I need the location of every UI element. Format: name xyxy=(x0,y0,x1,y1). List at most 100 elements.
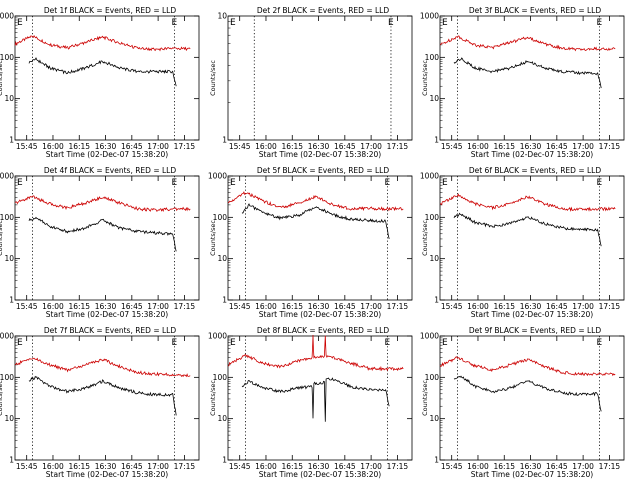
x-tick-label: 17:00 xyxy=(360,142,382,151)
event-marker-e: E xyxy=(384,178,390,188)
y-tick-label: 10 xyxy=(4,254,14,263)
event-marker-e: E xyxy=(171,338,177,348)
y-axis-label: Counts/sec xyxy=(0,60,4,96)
y-tick-label: 10 xyxy=(429,94,439,103)
events-series-line xyxy=(453,375,602,412)
plot-frame xyxy=(14,175,200,301)
event-marker-e: E xyxy=(230,338,236,348)
x-tick-label: 17:15 xyxy=(174,142,196,151)
lld-series-line xyxy=(14,195,191,212)
x-tick-label: 15:45 xyxy=(229,462,251,471)
y-axis-label: Counts/sec xyxy=(421,220,429,256)
y-tick-label: 100 xyxy=(213,213,228,222)
event-marker-e: E xyxy=(384,338,390,348)
x-tick-label: 17:00 xyxy=(360,302,382,311)
y-axis-label: Counts/sec xyxy=(0,220,4,256)
event-marker-e: E xyxy=(17,18,23,28)
detector-chart-4: Det 4f BLACK = Events, RED = LLD 1 10 100 10… xyxy=(0,166,200,319)
lld-series-line xyxy=(439,193,616,213)
y-tick-label: 10 xyxy=(217,12,227,21)
events-series-line xyxy=(28,375,177,416)
x-tick-label: 17:00 xyxy=(147,302,169,311)
x-axis-label: Start Time (02-Dec-07 15:38:20) xyxy=(471,150,593,159)
x-tick-label: 15:45 xyxy=(16,142,38,151)
plot-frame xyxy=(227,175,413,301)
chart-title: Det 1f BLACK = Events, RED = LLD xyxy=(44,6,177,15)
x-tick-label: 17:00 xyxy=(147,462,169,471)
x-tick-label: 16:30 xyxy=(520,462,542,471)
y-tick-label: 1 xyxy=(222,296,227,305)
y-axis-label: Counts/sec xyxy=(209,380,217,416)
y-axis-label: Counts/sec xyxy=(0,380,4,416)
x-tick-label: 16:30 xyxy=(95,142,117,151)
x-tick-label: 16:00 xyxy=(42,142,64,151)
x-tick-label: 17:15 xyxy=(387,302,409,311)
event-marker-e: E xyxy=(442,178,448,188)
y-tick-label: 1000 xyxy=(420,332,439,341)
y-tick-label: 1000 xyxy=(208,332,227,341)
detector-chart-3: Det 3f BLACK = Events, RED = LLD 1 10 100 10… xyxy=(420,6,625,159)
y-tick-label: 10 xyxy=(429,414,439,423)
x-tick-label: 16:45 xyxy=(546,302,568,311)
x-axis-label: Start Time (02-Dec-07 15:38:20) xyxy=(46,470,168,479)
x-tick-label: 16:00 xyxy=(467,302,489,311)
x-tick-label: 17:00 xyxy=(147,142,169,151)
x-tick-label: 15:45 xyxy=(229,302,251,311)
events-series-line xyxy=(241,203,390,239)
x-tick-label: 17:00 xyxy=(572,462,594,471)
x-tick-label: 16:30 xyxy=(308,302,330,311)
events-series-line xyxy=(28,216,177,252)
y-axis-label: Counts/sec xyxy=(209,60,217,96)
x-tick-label: 15:45 xyxy=(16,302,38,311)
y-tick-label: 100 xyxy=(0,213,14,222)
x-tick-label: 17:00 xyxy=(360,462,382,471)
y-tick-label: 100 xyxy=(0,373,14,382)
x-axis-label: Start Time (02-Dec-07 15:38:20) xyxy=(259,150,381,159)
events-series-line xyxy=(241,377,390,422)
lld-series-line xyxy=(14,357,191,378)
event-marker-e: E xyxy=(17,338,23,348)
x-tick-label: 17:15 xyxy=(387,142,409,151)
y-tick-label: 100 xyxy=(425,373,440,382)
y-tick-label: 1000 xyxy=(420,172,439,181)
y-tick-label: 1 xyxy=(434,296,439,305)
event-marker-e: E xyxy=(596,338,602,348)
plot-frame xyxy=(439,335,625,461)
event-marker-e: E xyxy=(388,18,394,28)
y-tick-label: 1000 xyxy=(0,332,14,341)
y-tick-label: 10 xyxy=(4,94,14,103)
detector-chart-1: Det 1f BLACK = Events, RED = LLD 1 10 100 10… xyxy=(0,6,200,159)
events-series-line xyxy=(28,57,177,87)
y-tick-label: 1 xyxy=(434,456,439,465)
x-tick-label: 17:00 xyxy=(572,142,594,151)
x-tick-label: 16:15 xyxy=(281,302,303,311)
chart-title: Det 7f BLACK = Events, RED = LLD xyxy=(44,326,177,335)
y-tick-label: 1 xyxy=(222,456,227,465)
events-series-line xyxy=(453,212,602,247)
x-tick-label: 16:30 xyxy=(520,302,542,311)
x-axis-label: Start Time (02-Dec-07 15:38:20) xyxy=(259,310,381,319)
event-marker-e: E xyxy=(230,18,236,28)
y-tick-label: 1 xyxy=(222,136,227,145)
x-tick-label: 16:45 xyxy=(546,462,568,471)
x-tick-label: 15:45 xyxy=(441,142,463,151)
x-tick-label: 16:30 xyxy=(95,302,117,311)
detector-chart-7: Det 7f BLACK = Events, RED = LLD 1 10 100 10… xyxy=(0,326,200,479)
x-tick-label: 16:45 xyxy=(121,462,143,471)
y-tick-label: 1000 xyxy=(420,12,439,21)
x-tick-label: 17:15 xyxy=(599,142,621,151)
y-axis-label: Counts/sec xyxy=(209,220,217,256)
lld-series-line xyxy=(227,334,404,372)
plot-frame xyxy=(227,335,413,461)
detector-chart-5: Det 5f BLACK = Events, RED = LLD 1 10 100 10… xyxy=(208,166,413,319)
x-tick-label: 16:45 xyxy=(121,302,143,311)
y-axis-label: Counts/sec xyxy=(421,380,429,416)
y-tick-label: 100 xyxy=(425,53,440,62)
y-tick-label: 10 xyxy=(217,414,227,423)
x-axis-label: Start Time (02-Dec-07 15:38:20) xyxy=(471,310,593,319)
x-tick-label: 17:15 xyxy=(599,462,621,471)
x-tick-label: 16:00 xyxy=(255,462,277,471)
lld-series-line xyxy=(227,191,404,212)
